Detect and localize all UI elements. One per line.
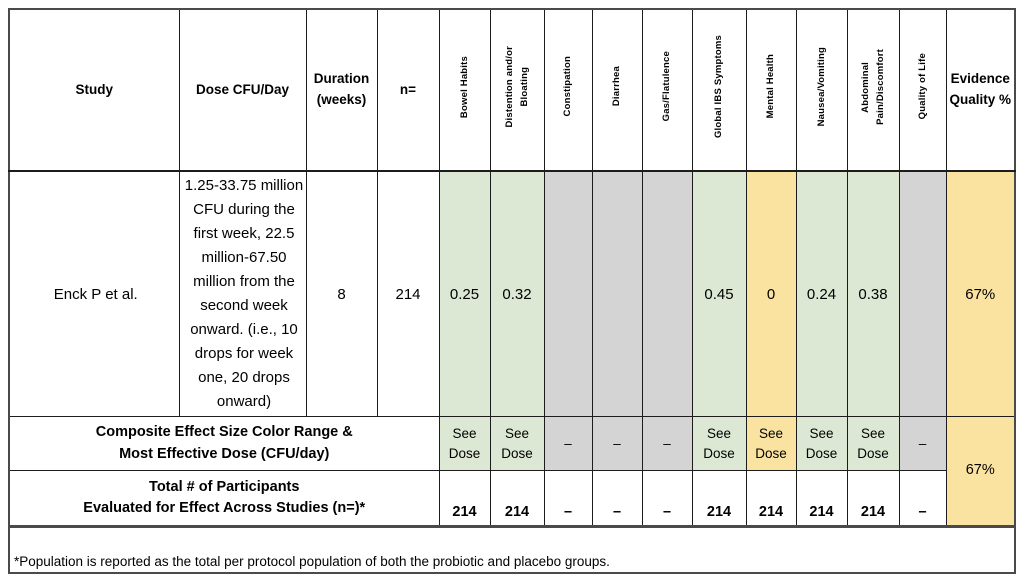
- header-symptom-bowel-habits: Bowel Habits: [438, 8, 491, 172]
- probiotic-study-effects-table: Study Dose CFU/Day Duration (weeks) n= B…: [8, 8, 1016, 574]
- vertical-label: Quality of Life: [916, 53, 928, 120]
- header-symptom-distention-bloating: Distention and/or Bloating: [489, 8, 545, 172]
- vertical-label: Bowel Habits: [458, 55, 470, 118]
- vertical-label: Mental Health: [765, 54, 777, 119]
- header-dose: Dose CFU/Day: [178, 8, 307, 172]
- composite-cell-abdominal-pain: See Dose: [846, 416, 900, 471]
- evidence-cell: 67%: [945, 170, 1016, 417]
- total-cell-mental-health: 214: [745, 470, 797, 527]
- composite-cell-quality-of-life: –: [898, 416, 947, 471]
- total-cell-distention-bloating: 214: [489, 470, 545, 527]
- effect-cell-mental-health: 0: [745, 170, 797, 417]
- cell-n: 214: [376, 170, 440, 417]
- footnote-row: *Population is reported as the total per…: [8, 525, 1016, 573]
- total-cell-abdominal-pain: 214: [846, 470, 900, 527]
- header-symptom-mental-health: Mental Health: [745, 8, 797, 172]
- composite-cell-mental-health: See Dose: [745, 416, 797, 471]
- effect-cell-constipation: [543, 170, 593, 417]
- composite-effect-row: Composite Effect Size Color Range & Most…: [8, 416, 1016, 527]
- vertical-label: Distention and/or Bloating: [503, 45, 530, 128]
- total-cell-bowel-habits: 214: [438, 470, 491, 527]
- composite-row-label: Composite Effect Size Color Range & Most…: [8, 416, 440, 471]
- header-symptom-gas-flatulence: Gas/Flatulence: [641, 8, 693, 172]
- effect-cell-diarrhea: [591, 170, 643, 417]
- composite-cell-distention-bloating: See Dose: [489, 416, 545, 471]
- header-study: Study: [8, 8, 180, 172]
- cell-study-name: Enck P et al.: [8, 170, 180, 417]
- total-cell-gas-flatulence: –: [641, 470, 693, 527]
- composite-cell-nausea-vomiting: See Dose: [795, 416, 848, 471]
- vertical-label: Global IBS Symptoms: [713, 35, 725, 139]
- evidence-summary-cell: 67%: [945, 416, 1016, 527]
- composite-cell-diarrhea: –: [591, 416, 643, 471]
- header-symptom-global-ibs: Global IBS Symptoms: [691, 8, 747, 172]
- header-symptom-diarrhea: Diarrhea: [591, 8, 643, 172]
- header-symptom-nausea-vomiting: Nausea/Vomiting: [795, 8, 848, 172]
- vertical-label: Nausea/Vomiting: [815, 46, 827, 127]
- study-data-row: Enck P et al. 1.25-33.75 million CFU dur…: [8, 170, 1016, 417]
- total-cell-quality-of-life: –: [898, 470, 947, 527]
- composite-cell-bowel-habits: See Dose: [438, 416, 491, 471]
- vertical-label: Constipation: [562, 56, 574, 117]
- total-cell-nausea-vomiting: 214: [795, 470, 848, 527]
- effect-cell-gas-flatulence: [641, 170, 693, 417]
- composite-cell-global-ibs: See Dose: [691, 416, 747, 471]
- footnote-text: *Population is reported as the total per…: [8, 525, 1016, 573]
- header-symptom-abdominal-pain: Abdominal Pain/Discomfort: [846, 8, 900, 172]
- total-cell-constipation: –: [543, 470, 593, 527]
- total-cell-global-ibs: 214: [691, 470, 747, 527]
- effect-cell-quality-of-life: [898, 170, 947, 417]
- header-n: n=: [376, 8, 440, 172]
- header-symptom-quality-of-life: Quality of Life: [898, 8, 947, 172]
- total-participants-row: Total # of Participants Evaluated for Ef…: [8, 470, 1015, 527]
- cell-duration: 8: [305, 170, 378, 417]
- vertical-label: Abdominal Pain/Discomfort: [859, 48, 886, 125]
- total-row-label: Total # of Participants Evaluated for Ef…: [8, 470, 440, 527]
- effect-cell-abdominal-pain: 0.38: [846, 170, 900, 417]
- effect-cell-bowel-habits: 0.25: [438, 170, 491, 417]
- vertical-label: Gas/Flatulence: [661, 51, 673, 122]
- total-cell-diarrhea: –: [591, 470, 643, 527]
- composite-cell-constipation: –: [543, 416, 593, 471]
- cell-dose: 1.25-33.75 million CFU during the first …: [178, 170, 307, 417]
- effect-cell-global-ibs: 0.45: [691, 170, 747, 417]
- table-header-row: Study Dose CFU/Day Duration (weeks) n= B…: [8, 8, 1016, 172]
- composite-cell-gas-flatulence: –: [641, 416, 693, 471]
- page: Study Dose CFU/Day Duration (weeks) n= B…: [8, 8, 1016, 574]
- effect-cell-nausea-vomiting: 0.24: [795, 170, 848, 417]
- vertical-label: Diarrhea: [611, 66, 623, 107]
- header-duration: Duration (weeks): [305, 8, 378, 172]
- effect-cell-distention-bloating: 0.32: [489, 170, 545, 417]
- header-symptom-constipation: Constipation: [543, 8, 593, 172]
- header-evidence-quality: Evidence Quality %: [945, 8, 1016, 172]
